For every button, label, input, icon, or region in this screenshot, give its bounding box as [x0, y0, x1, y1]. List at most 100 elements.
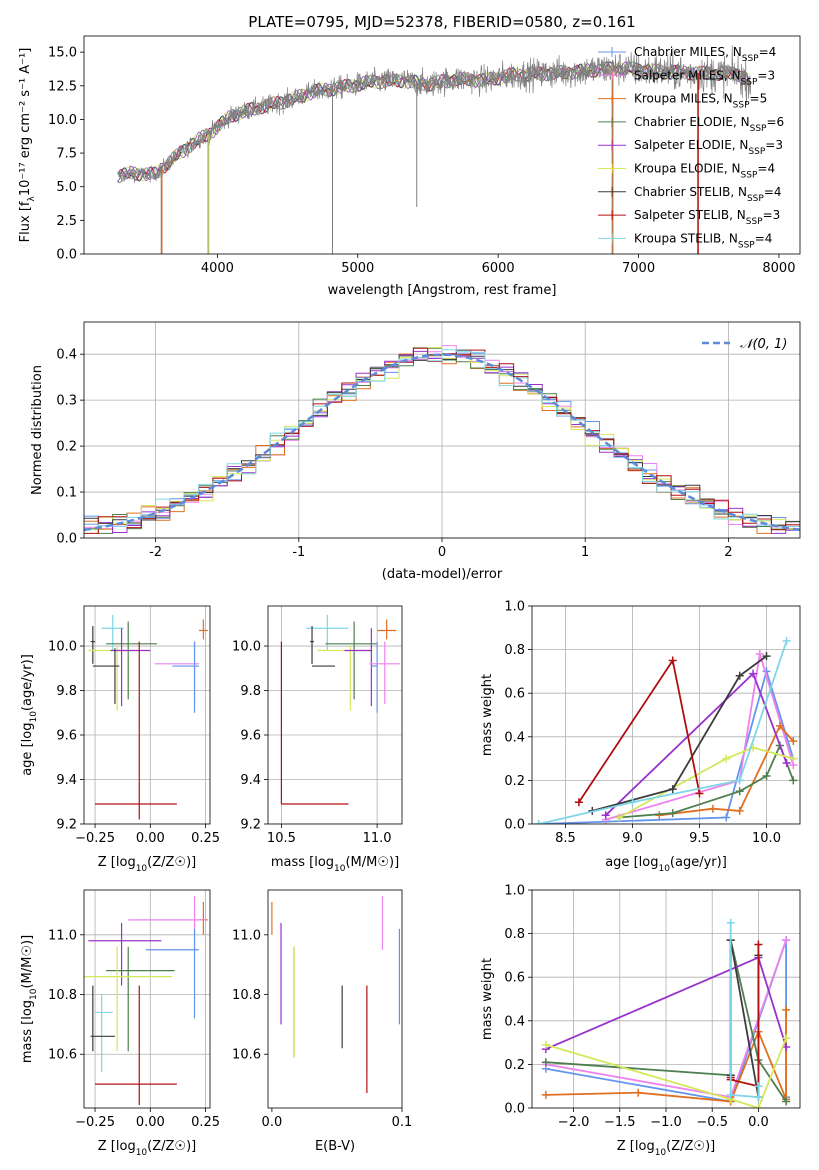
errorbar-chabrier-elodie	[325, 621, 378, 700]
errorbar-kroupa-miles	[198, 901, 208, 935]
legend-entry-salpeter-elodie-part: Salpeter ELODIE, N	[634, 138, 748, 152]
age_vs_mass-xtick-label: 11.0	[363, 831, 392, 846]
spectrum-xtick-label: 6000	[482, 261, 515, 276]
legend-entry-kroupa-miles-part: =5	[750, 92, 768, 106]
errorbar-chabrier-stelib	[90, 626, 96, 664]
errorbar-salpeter-elodie	[110, 628, 151, 707]
series-point	[726, 918, 735, 927]
weight_vs_Z-xtick-label: −0.5	[696, 1115, 728, 1130]
errorbar-chabrier-elodie	[106, 621, 157, 700]
age_vs_mass-plot-area	[268, 606, 402, 824]
errorbar-chabrier-stelib	[92, 648, 120, 704]
series-point	[782, 1034, 791, 1043]
age_vs_Z-ylabel: age [log10(age/yr)]	[20, 654, 39, 776]
age_vs_Z-axes: −0.25 0.00 0.259.29.49.69.810.0Z [log10(Z/…	[20, 605, 220, 874]
age_vs_Z-frame	[83, 605, 211, 825]
series-line	[605, 653, 795, 821]
series-line	[618, 746, 794, 819]
legend-entry-kroupa-stelib-part: Kroupa STELIB, N	[634, 231, 738, 245]
histogram-kroupa-stelib	[84, 349, 800, 534]
series-kroupa-miles	[541, 1005, 791, 1106]
age_vs_mass-axes: 10.5 11.0 9.2 9.4 9.6 9.8 10.0 mass [log10(M/M☉…	[232, 605, 403, 874]
errorbar-salpeter-stelib	[280, 641, 349, 805]
spectrum-ytick-label: 7.5	[56, 147, 77, 162]
mass_vs_Z-xtick-label: 0.25	[191, 1115, 220, 1130]
legend-entry-kroupa-miles-part: Kroupa MILES, N	[634, 92, 733, 106]
series-point	[789, 737, 798, 746]
residuals-xlabel: (data-model)/error	[382, 567, 503, 582]
age_vs_mass-ytick-label: 9.6	[240, 729, 261, 744]
spectrum-ytick-label: 0.0	[56, 248, 77, 263]
legend-entry-kroupa-stelib-part: =4	[755, 231, 773, 245]
age_vs_Z-xtick-label: 0.00	[136, 831, 165, 846]
series-kroupa-stelib	[726, 918, 763, 1102]
spectrum-ylabel-part: λ	[27, 196, 37, 202]
age_vs_Z-ytick-label: 10.0	[48, 640, 77, 655]
series-chabrier-stelib	[726, 936, 763, 1102]
weight_vs_age-ytick-label: 0.4	[504, 730, 525, 745]
weight_vs_Z-xtick-label: −1.0	[650, 1115, 682, 1130]
spectrum-ytick-label: 5.0	[56, 180, 77, 195]
spectrum-ylabel-part: Flux [f	[18, 201, 33, 242]
age_vs_Z-plot-area	[84, 606, 210, 824]
mass_vs_Z-ylabel-part: mass [log	[20, 1000, 35, 1063]
series-salpeter-elodie	[601, 669, 791, 820]
mass_vs_Z-ylabel-part: (M/M☉)]	[20, 935, 35, 989]
series-line	[545, 1009, 787, 1103]
legend-entry-kroupa-stelib-part: SSP	[738, 240, 755, 250]
series-line	[538, 640, 788, 824]
weight_vs_age-xlabel: age [log10(age/yr)]	[605, 855, 727, 874]
spectrum-ytick-label: 12.5	[48, 79, 77, 94]
weight_vs_age-xlabel-part: age [log	[605, 855, 658, 870]
age_vs_mass-ytick-label: 9.8	[240, 684, 261, 699]
mass_vs_EBV-ytick-label: 10.6	[232, 1048, 261, 1063]
weight_vs_age-ytick-label: 0.0	[504, 818, 525, 833]
mass_vs_Z-ytick-label: 10.8	[48, 988, 77, 1003]
series-line	[538, 668, 795, 824]
series-point	[782, 758, 791, 767]
mass_vs_Z-plot-area	[84, 890, 210, 1108]
residuals-ytick-label: 0.1	[56, 486, 77, 501]
series-line	[578, 658, 701, 803]
spectrum-plot-area	[117, 45, 752, 254]
mass_vs_EBV-axes: 0.0 0.1 10.6 10.8 11.0 E(B-V)	[232, 889, 413, 1154]
spectrum-ytick-label: 2.5	[56, 214, 77, 229]
spectrum-xtick-label: 5000	[341, 261, 374, 276]
series-point	[574, 798, 583, 807]
age_vs_Z-xlabel-part: Z [log	[98, 855, 136, 870]
series-point	[615, 813, 624, 822]
series-point	[668, 656, 677, 665]
legend-entry-kroupa-elodie: Kroupa ELODIE, NSSP=4	[634, 162, 775, 181]
weight_vs_Z-axes: −2.0 −1.5 −1.0 −0.5 0.0 0.0 0.2 0.4 0.6 0.8 1.0 Z […	[480, 884, 801, 1158]
weight_vs_age-xtick-label: 8.5	[555, 831, 576, 846]
weight_vs_Z-xtick-label: −2.0	[558, 1115, 590, 1130]
residuals-axes: -2 -1 0 1 2 0.0 0.1 0.2 0.3 0.4 𝒩(0, 1) (data-model…	[30, 321, 801, 582]
errorbar-salpeter-miles	[369, 641, 401, 704]
errorbar-salpeter-elodie	[88, 922, 162, 986]
errorbar-chabrier-miles	[172, 641, 199, 713]
legend-entry-chabrier-stelib-part: =4	[764, 185, 782, 199]
age_vs_mass-ytick-label: 9.4	[240, 773, 261, 788]
series-line	[729, 922, 760, 1099]
series-point	[735, 787, 744, 796]
normal-curve	[84, 353, 800, 532]
spectrum-xtick-label: 8000	[762, 261, 795, 276]
mass_vs_EBV-ytick-label: 11.0	[232, 928, 261, 943]
series-kroupa-miles	[655, 721, 798, 820]
weight_vs_age-ytick-label: 1.0	[504, 600, 525, 615]
spectrum-frame	[83, 35, 801, 255]
weight_vs_Z-xlabel-part: Z [log	[617, 1139, 655, 1154]
residuals-ytick-label: 0.4	[56, 348, 77, 363]
series-point	[762, 772, 771, 781]
mass_vs_Z-ytick-label: 11.0	[48, 928, 77, 943]
legend-entry-salpeter-stelib-part: =3	[763, 208, 781, 222]
age_vs_mass-xtick-label: 10.5	[267, 831, 296, 846]
mass_vs_Z-xlabel: Z [log10(Z/Z☉)]	[98, 1139, 196, 1158]
observed-spectrum	[117, 45, 752, 184]
weight_vs_age-xtick-label: 9.0	[622, 831, 643, 846]
mass_vs_EBV-xtick-label: 0.1	[392, 1115, 413, 1130]
age_vs_mass-xlabel-part: mass [log	[271, 855, 334, 870]
series-point	[735, 671, 744, 680]
mass_vs_Z-ytick-label: 10.6	[48, 1048, 77, 1063]
